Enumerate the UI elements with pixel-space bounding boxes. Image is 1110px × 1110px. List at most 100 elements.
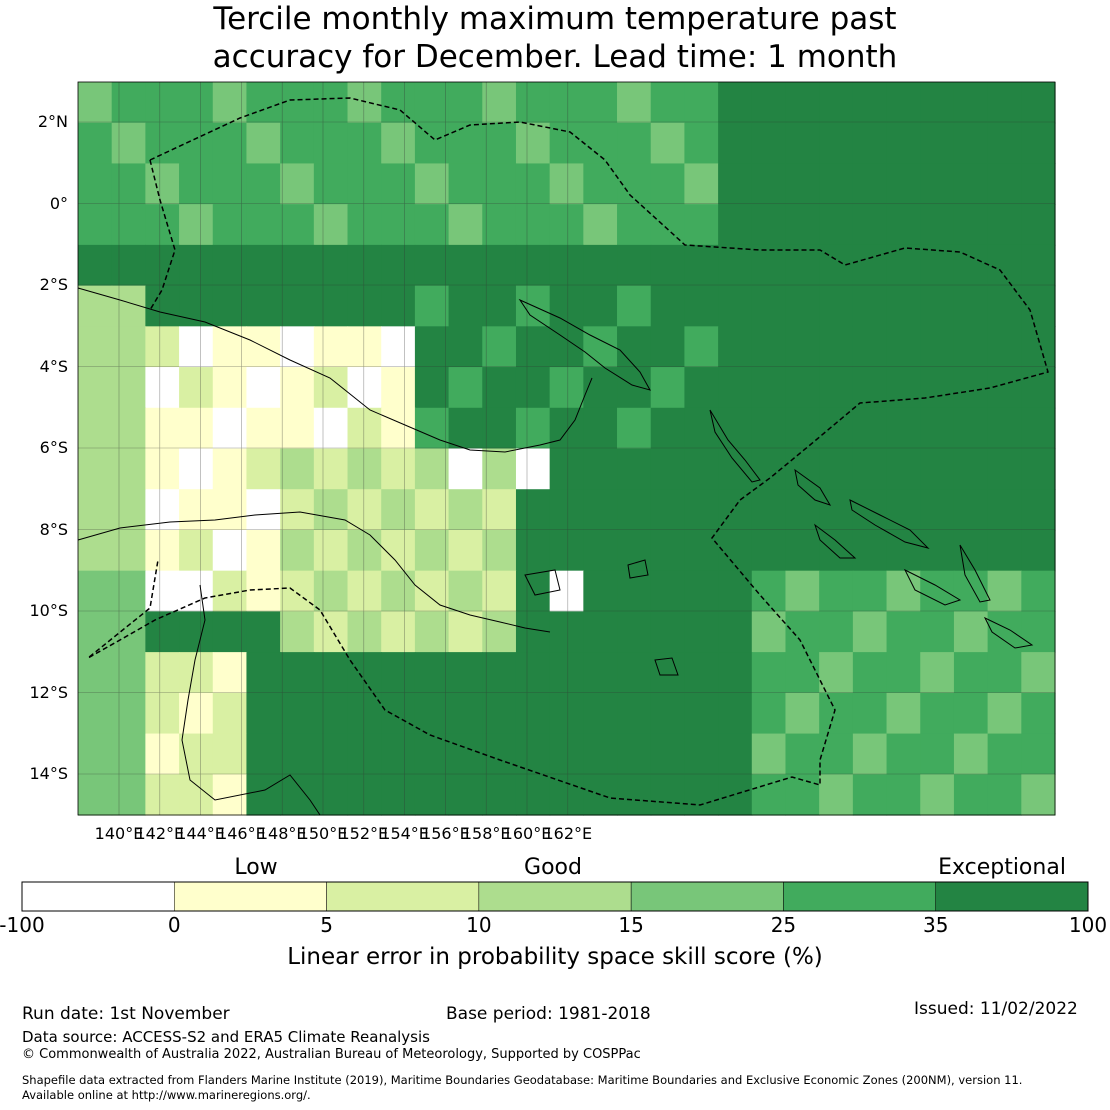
skill-cell bbox=[78, 82, 113, 124]
skill-cell bbox=[145, 285, 180, 327]
skill-cell bbox=[684, 204, 719, 246]
skill-cell bbox=[482, 733, 517, 775]
skill-cell bbox=[886, 82, 921, 124]
skill-cell bbox=[1021, 652, 1056, 694]
new-guinea-south-coast bbox=[77, 511, 551, 633]
colorbar-segment bbox=[630, 881, 784, 912]
skill-cell bbox=[145, 122, 180, 165]
skill-cell bbox=[515, 204, 551, 246]
skill-cell bbox=[381, 122, 416, 165]
skill-cell bbox=[583, 489, 618, 531]
skill-cell bbox=[1021, 448, 1056, 490]
skill-cell bbox=[987, 122, 1022, 165]
skill-cell bbox=[953, 326, 989, 368]
skill-cell bbox=[246, 244, 281, 287]
skill-cell bbox=[819, 774, 854, 816]
skill-cell bbox=[78, 733, 113, 775]
skill-cell bbox=[246, 367, 281, 409]
skill-cell bbox=[549, 529, 584, 572]
skill-cell bbox=[111, 529, 146, 572]
skill-cell bbox=[549, 692, 584, 735]
skill-cell bbox=[145, 367, 180, 409]
skill-cell bbox=[920, 204, 955, 246]
rossel-coast bbox=[654, 657, 679, 676]
skill-cell bbox=[718, 244, 753, 287]
skill-cell bbox=[920, 652, 955, 694]
skill-cell bbox=[78, 448, 113, 490]
colorbar-good-label: Good bbox=[524, 855, 582, 880]
skill-cell bbox=[313, 611, 349, 653]
skill-cell bbox=[886, 367, 921, 409]
latitude-label: 12°S bbox=[29, 682, 68, 702]
skill-cell bbox=[852, 774, 888, 816]
colorbar-low-label: Low bbox=[234, 855, 278, 880]
skill-cell bbox=[785, 774, 820, 816]
skill-cell bbox=[684, 692, 719, 735]
skill-cell bbox=[414, 326, 450, 368]
skill-cell bbox=[347, 163, 382, 205]
skill-cell bbox=[583, 367, 618, 409]
skill-cell bbox=[179, 285, 214, 327]
skill-cell bbox=[280, 163, 315, 205]
longitude-label: 140°E bbox=[94, 824, 144, 843]
skill-cell bbox=[785, 204, 820, 246]
skill-cell bbox=[718, 652, 753, 694]
skill-cell bbox=[482, 774, 517, 816]
skill-cell bbox=[650, 448, 686, 490]
skill-cell bbox=[313, 448, 349, 490]
longitude-label: 144°E bbox=[176, 824, 225, 843]
skill-cell bbox=[381, 570, 416, 612]
skill-cell bbox=[886, 652, 921, 694]
skill-cell bbox=[212, 529, 248, 572]
skill-cell bbox=[515, 244, 551, 287]
skill-cell bbox=[650, 652, 686, 694]
skill-cell bbox=[179, 82, 214, 124]
skill-cell bbox=[246, 774, 281, 816]
skill-cell bbox=[482, 122, 517, 165]
skill-cell bbox=[347, 244, 382, 287]
latitude-label: 2°S bbox=[39, 275, 68, 294]
skill-cell bbox=[145, 652, 180, 694]
skill-cell bbox=[246, 204, 281, 246]
skill-cell bbox=[482, 692, 517, 735]
skill-cell bbox=[212, 407, 248, 450]
skill-cell bbox=[482, 448, 517, 490]
skill-cell bbox=[179, 448, 214, 490]
eez-boundaries bbox=[87, 97, 1049, 806]
skill-cell bbox=[347, 692, 382, 735]
skill-cell bbox=[515, 448, 551, 490]
skill-cell bbox=[313, 774, 349, 816]
skill-cell bbox=[414, 448, 450, 490]
skill-cell bbox=[246, 285, 281, 327]
skill-cell bbox=[852, 448, 888, 490]
skill-cell bbox=[212, 733, 248, 775]
skill-cell bbox=[785, 82, 820, 124]
skill-cell bbox=[179, 489, 214, 531]
skill-cell bbox=[751, 204, 787, 246]
skill-cell bbox=[414, 367, 450, 409]
skill-cell bbox=[381, 652, 416, 694]
skill-cell bbox=[515, 733, 551, 775]
longitude-label: 150°E bbox=[298, 824, 348, 843]
skill-cell bbox=[953, 367, 989, 409]
skill-cell bbox=[414, 652, 450, 694]
skill-cell bbox=[1021, 570, 1056, 612]
skill-cell bbox=[920, 611, 955, 653]
skill-cell bbox=[751, 407, 787, 450]
skill-cell bbox=[347, 570, 382, 612]
skill-cell bbox=[482, 244, 517, 287]
skill-cell bbox=[583, 529, 618, 572]
skill-cell bbox=[718, 82, 753, 124]
solomon-coast-4 bbox=[903, 568, 962, 606]
skill-cell bbox=[212, 244, 248, 287]
skill-cell bbox=[1021, 163, 1056, 205]
skill-cell bbox=[718, 122, 753, 165]
skill-cell bbox=[212, 204, 248, 246]
skill-cell bbox=[482, 570, 517, 612]
skill-cell bbox=[313, 163, 349, 205]
skill-cell bbox=[953, 529, 989, 572]
skill-cell bbox=[381, 326, 416, 368]
skill-cell bbox=[414, 82, 450, 124]
skill-cell bbox=[920, 529, 955, 572]
skill-cell bbox=[953, 122, 989, 165]
